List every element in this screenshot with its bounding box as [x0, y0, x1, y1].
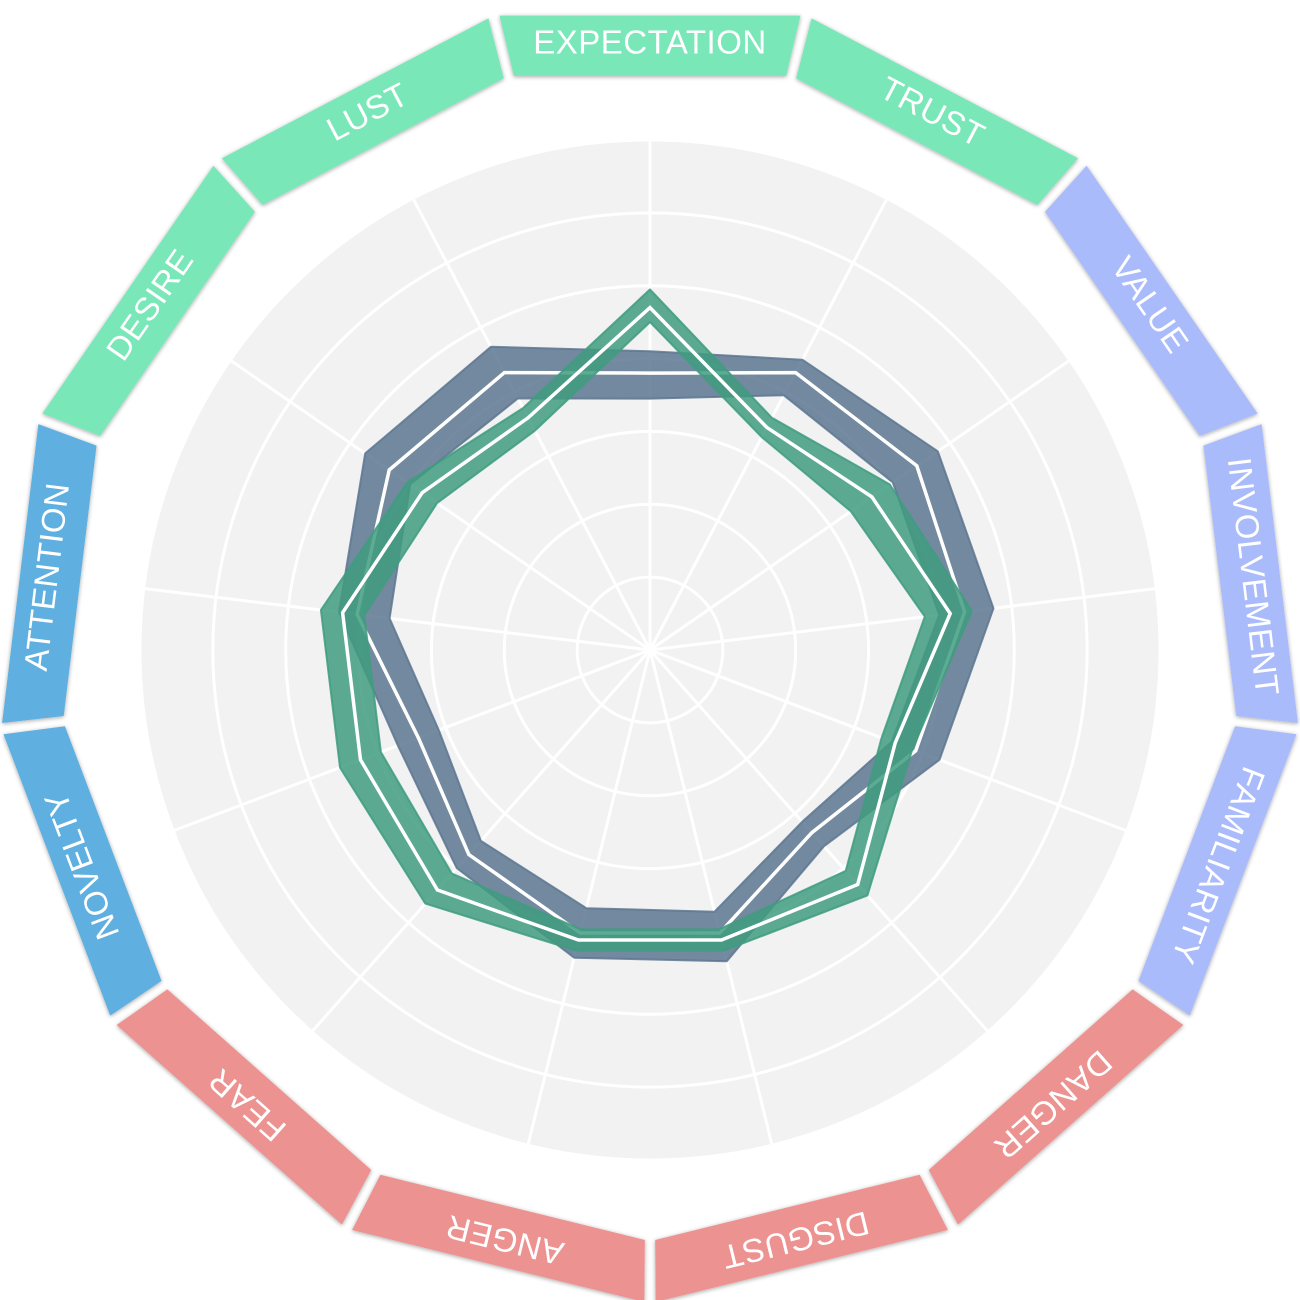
segment-lust [221, 18, 504, 205]
spoke-anger [526, 649, 652, 1146]
segment-desire [42, 165, 255, 436]
series-layer [319, 288, 995, 963]
segment-attention [2, 424, 97, 723]
series-mid-line [340, 305, 953, 942]
label-expectation: EXPECTATION [533, 24, 766, 61]
radar-grid [138, 138, 1162, 1162]
category-labels: EXPECTATIONTRUSTVALUEINVOLVEMENTFAMILIAR… [17, 24, 1287, 1277]
segment-familiarity [1138, 726, 1297, 1016]
series-2 [319, 288, 973, 952]
segment-value [1045, 165, 1258, 436]
spoke-disgust [648, 649, 774, 1146]
category-ring [2, 15, 1298, 1300]
segment-fear [116, 989, 372, 1225]
segment-anger [352, 1174, 645, 1300]
segment-disgust [655, 1174, 948, 1300]
spoke-desire [229, 359, 651, 652]
spoke-involvement [649, 587, 1157, 652]
segment-novelty [3, 726, 162, 1016]
segment-trust [796, 18, 1079, 205]
segment-involvement [1203, 424, 1298, 723]
segment-danger [928, 989, 1184, 1225]
segment-expectation [499, 15, 801, 76]
spoke-attention [143, 587, 651, 652]
